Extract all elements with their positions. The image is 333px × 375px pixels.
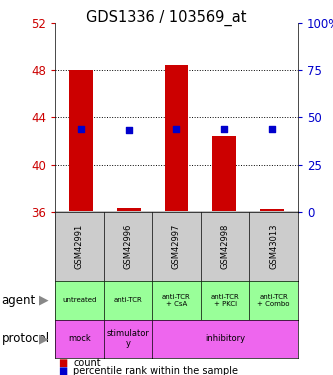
Text: ▶: ▶ xyxy=(39,332,48,345)
Bar xyxy=(260,209,284,211)
Text: count: count xyxy=(73,358,101,368)
Bar xyxy=(165,64,188,211)
Text: ■: ■ xyxy=(58,358,68,368)
Bar xyxy=(117,208,141,211)
Point xyxy=(269,126,274,132)
Text: anti-TCR
+ PKCi: anti-TCR + PKCi xyxy=(211,294,239,307)
Text: GSM42998: GSM42998 xyxy=(220,224,230,269)
Text: GSM43013: GSM43013 xyxy=(269,224,278,269)
Bar xyxy=(212,135,236,211)
Text: anti-TCR
+ CsA: anti-TCR + CsA xyxy=(162,294,191,307)
Text: stimulator
y: stimulator y xyxy=(107,329,149,348)
Text: GDS1336 / 103569_at: GDS1336 / 103569_at xyxy=(86,9,247,26)
Point xyxy=(126,127,132,133)
Bar xyxy=(69,70,93,211)
Text: agent: agent xyxy=(2,294,36,307)
Text: ▶: ▶ xyxy=(39,294,48,307)
Text: percentile rank within the sample: percentile rank within the sample xyxy=(73,366,238,375)
Text: untreated: untreated xyxy=(62,297,97,303)
Point xyxy=(174,126,179,132)
Text: ■: ■ xyxy=(58,366,68,375)
Text: GSM42997: GSM42997 xyxy=(172,224,181,269)
Text: anti-TCR: anti-TCR xyxy=(114,297,142,303)
Text: GSM42991: GSM42991 xyxy=(75,224,84,269)
Point xyxy=(221,126,227,132)
Text: mock: mock xyxy=(68,334,91,343)
Text: GSM42996: GSM42996 xyxy=(123,224,133,269)
Text: inhibitory: inhibitory xyxy=(205,334,245,343)
Text: anti-TCR
+ Combo: anti-TCR + Combo xyxy=(257,294,290,307)
Point xyxy=(79,126,84,132)
Text: protocol: protocol xyxy=(2,332,50,345)
